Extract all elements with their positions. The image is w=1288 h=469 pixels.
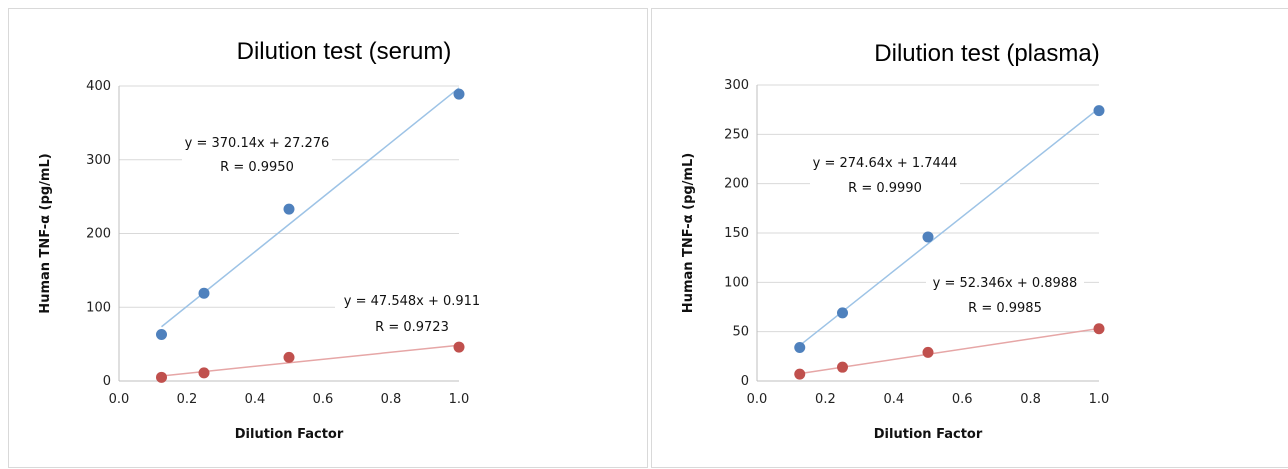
x-tick-label: 0.8 [381,392,402,407]
x-axis-label: Dilution Factor [874,427,983,442]
data-point-series-0 [283,203,295,215]
y-tick-label: 100 [86,300,111,315]
data-point-series-0 [1093,105,1105,117]
trendline-equation: y = 52.346x + 0.8988 [933,276,1078,291]
chart-serum: Dilution test (serum) 0 100 200 300 400 0.0 0.2… [38,38,489,442]
trendline-0 [161,87,460,328]
data-point-series-0 [837,307,848,319]
y-tick-label: 100 [724,275,749,290]
r-value-label: R = 0.9950 [220,160,294,175]
trendline-1 [161,344,460,377]
data-point-series-1 [156,371,167,383]
r-value-label: R = 0.9990 [848,181,922,196]
data-point-series-0 [794,341,806,353]
y-tick-label: 150 [724,226,749,241]
data-point-series-1 [794,368,806,380]
x-tick-label: 0.4 [245,392,266,407]
y-tick-label: 200 [724,177,749,192]
data-point-series-1 [453,341,465,353]
r-value-label: R = 0.9985 [968,301,1042,316]
x-tick-label: 1.0 [1089,392,1110,407]
chart-panel-serum: Dilution test (serum) 0 100 200 300 400 0.0 0.2… [8,8,648,468]
chart-plasma: Dilution test (plasma) 0 50 100 150 200 250 300… [681,40,1110,442]
y-tick-label: 50 [732,325,749,340]
trendline-0 [799,107,1100,346]
x-tick-label: 0.2 [177,392,198,407]
data-point-series-0 [453,88,465,100]
x-tick-label: 0.8 [1020,392,1041,407]
equation-label-bg [182,129,332,179]
chart-panel-plasma: Dilution test (plasma) 0 50 100 150 200 250 300… [651,8,1288,468]
y-tick-label: 0 [741,374,749,389]
y-axis-label: Human TNF-α (pg/mL) [38,153,53,313]
x-tick-label: 0.6 [952,392,973,407]
data-point-series-0 [156,329,167,341]
data-point-series-1 [283,351,295,363]
trendline-equation: y = 47.548x + 0.911 [344,294,480,309]
y-tick-label: 300 [86,153,111,168]
y-tick-label: 400 [86,79,111,94]
y-tick-label: 250 [724,127,749,142]
trendline-equation: y = 274.64x + 1.7444 [813,156,958,171]
data-point-series-1 [1093,323,1105,335]
y-tick-label: 300 [724,78,749,93]
data-point-series-1 [922,346,934,358]
equation-label-bg [810,149,960,201]
y-tick-label: 200 [86,227,111,242]
data-point-series-1 [837,361,848,373]
x-tick-label: 0.0 [747,392,768,407]
x-tick-label: 0.4 [883,392,904,407]
data-point-series-0 [922,231,934,243]
x-tick-label: 0.6 [313,392,334,407]
y-tick-label: 0 [103,374,111,389]
x-tick-label: 1.0 [449,392,470,407]
chart-title: Dilution test (serum) [237,38,452,65]
trendline-equation: y = 370.14x + 27.276 [185,136,330,151]
chart-title: Dilution test (plasma) [874,40,1099,67]
x-tick-label: 0.2 [815,392,836,407]
x-axis-label: Dilution Factor [235,427,344,442]
trendline-1 [799,327,1100,375]
x-tick-label: 0.0 [109,392,130,407]
data-point-series-1 [198,367,210,379]
r-value-label: R = 0.9723 [375,320,449,335]
equation-label-bg [926,269,1084,319]
equation-label-bg [335,289,489,339]
y-axis-label: Human TNF-α (pg/mL) [681,153,696,313]
data-point-series-0 [198,287,210,299]
